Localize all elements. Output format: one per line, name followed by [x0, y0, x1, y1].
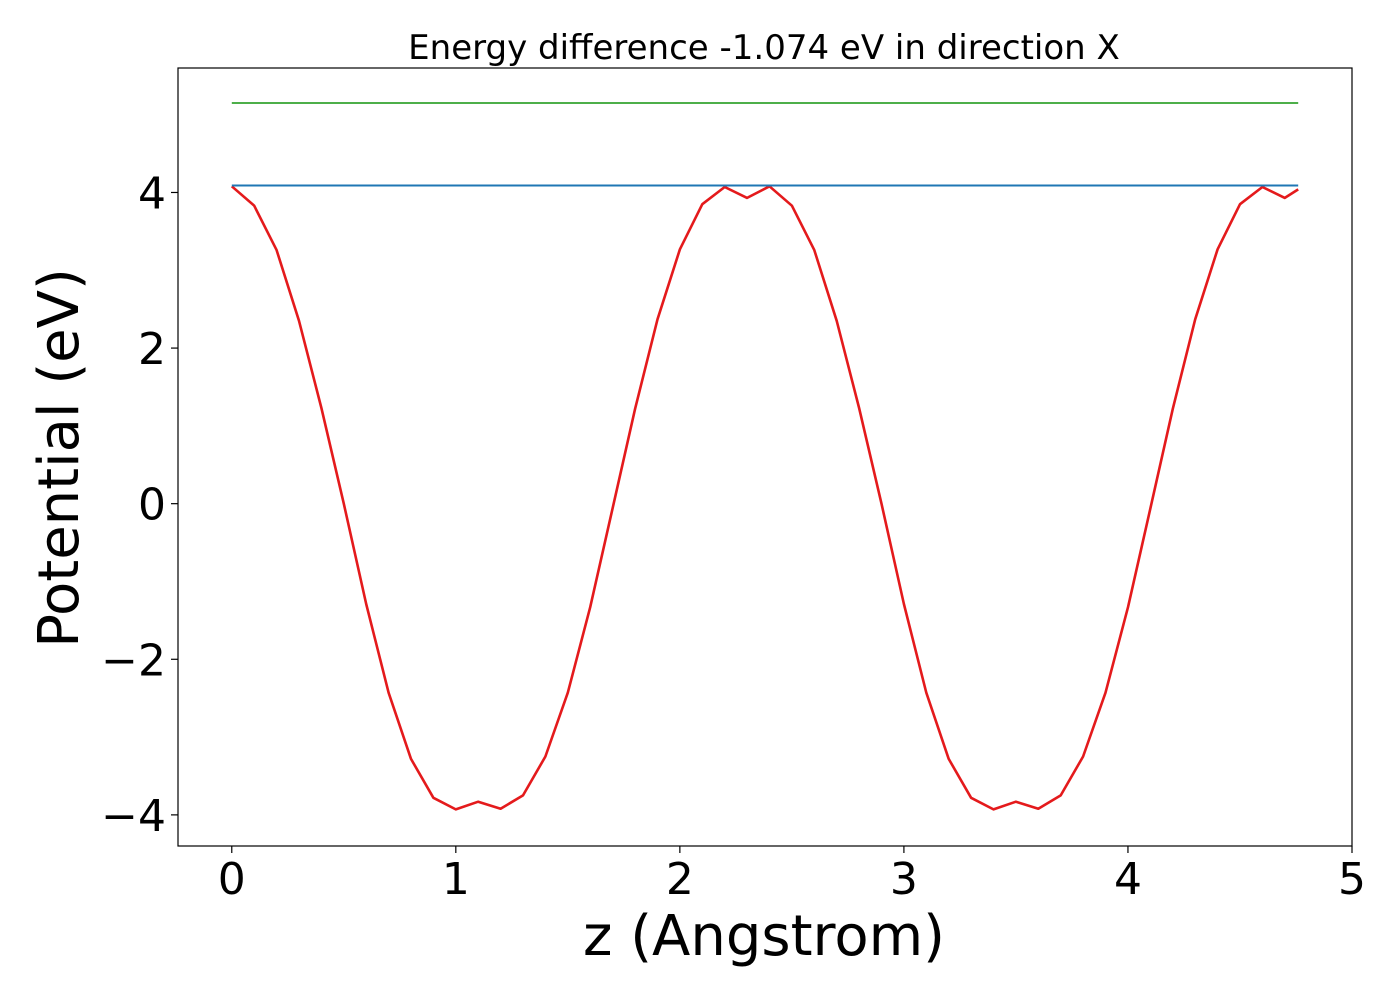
x-tick-label: 1 — [442, 854, 470, 905]
chart-title: Energy difference -1.074 eV in direction… — [408, 28, 1120, 68]
y-axis: −4 −2 0 2 4 — [101, 168, 178, 842]
x-axis-label: z (Angstrom) — [583, 904, 945, 969]
x-axis: 0 1 2 3 4 5 — [218, 846, 1366, 905]
x-tick-label: 4 — [1114, 854, 1142, 905]
y-tick-label: 4 — [138, 168, 166, 219]
y-tick-label: −2 — [101, 635, 166, 686]
y-tick-label: 2 — [138, 324, 166, 375]
x-tick-label: 3 — [890, 854, 918, 905]
x-tick-label: 0 — [218, 854, 246, 905]
y-tick-label: 0 — [138, 480, 166, 531]
y-tick-label: −4 — [101, 791, 166, 842]
plot-area-frame — [177, 67, 1353, 847]
y-axis-label: Potential (eV) — [27, 268, 92, 648]
x-tick-label: 5 — [1338, 854, 1366, 905]
x-tick-label: 2 — [666, 854, 694, 905]
series-line-0 — [230, 185, 1299, 811]
series-layer — [230, 102, 1299, 811]
